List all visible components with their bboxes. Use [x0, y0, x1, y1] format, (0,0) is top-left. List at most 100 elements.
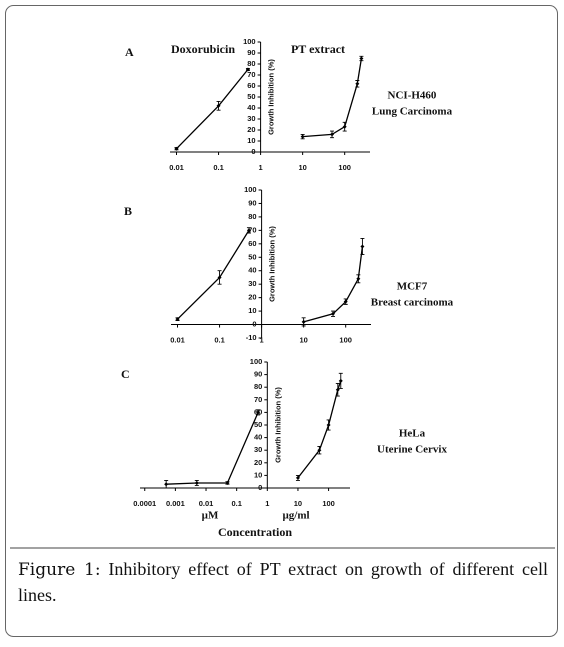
y-tick-label: 90	[247, 48, 255, 57]
y-tick-label: 50	[254, 420, 262, 429]
y-tick-label: 30	[254, 445, 262, 454]
x-tick-label: 10	[298, 163, 306, 172]
data-point	[317, 448, 322, 453]
series-line	[303, 246, 364, 323]
y-tick-label: 90	[248, 198, 256, 207]
x-tick-label: 0.01	[170, 336, 185, 345]
caption-text: Inhibitory effect of PT extract on growt…	[18, 559, 548, 605]
y-tick-label: 50	[248, 252, 256, 261]
y-tick-label: 60	[248, 239, 256, 248]
y-tick-label: 100	[250, 357, 263, 366]
data-point	[355, 81, 360, 86]
y-tick-label: 70	[254, 395, 262, 404]
series-line	[302, 58, 363, 138]
y-tick-label: 90	[254, 370, 262, 379]
x-tick-label: 10	[294, 499, 302, 508]
panel-label: C	[121, 367, 130, 381]
y-tick-label: 0	[258, 483, 262, 492]
y-tick-label: 80	[254, 382, 262, 391]
y-tick-label: 0	[251, 147, 255, 156]
series-name: PT extract	[291, 42, 345, 56]
panel-label: B	[124, 204, 132, 218]
y-tick-label: 10	[248, 306, 256, 315]
y-axis-label: Growth Inhibition (%)	[268, 226, 277, 302]
y-tick-label: 70	[247, 70, 255, 79]
y-tick-label: 10	[254, 470, 262, 479]
data-point	[175, 317, 180, 322]
annotation: Uterine Cervix	[377, 444, 447, 456]
y-tick-label: 30	[248, 279, 256, 288]
x-tick-label: 1	[265, 499, 269, 508]
data-point	[217, 275, 222, 280]
x-tick-label: 0.01	[169, 163, 184, 172]
series-line	[177, 230, 250, 320]
x-axis-label: Concentration	[218, 525, 292, 539]
x-tick-label: 1	[260, 336, 264, 345]
data-point	[174, 146, 179, 151]
y-tick-label: -10	[246, 333, 257, 342]
y-tick-label: 0	[252, 320, 256, 329]
y-tick-label: 20	[247, 125, 255, 134]
data-point	[225, 480, 230, 485]
data-point	[338, 378, 343, 383]
annotation: Lung Carcinoma	[372, 106, 453, 118]
data-point	[326, 423, 331, 427]
data-point	[245, 67, 250, 72]
x-tick-label: 0.1	[213, 163, 223, 172]
y-tick-label: 100	[243, 37, 256, 46]
series-line	[166, 412, 259, 485]
annotation: Breast carcinoma	[371, 297, 454, 309]
data-point	[331, 311, 336, 316]
x-tick-label: 100	[322, 499, 335, 508]
data-point	[246, 228, 251, 233]
y-tick-label: 80	[247, 59, 255, 68]
series-line	[176, 69, 249, 150]
x-tick-label: 0.01	[199, 499, 214, 508]
y-tick-label: 40	[247, 103, 255, 112]
x-tick-label: 0.1	[214, 336, 224, 345]
data-point	[360, 244, 365, 249]
x-tick-label: 100	[338, 163, 351, 172]
data-point	[194, 480, 199, 485]
y-tick-label: 40	[248, 266, 256, 275]
y-tick-label: 40	[254, 433, 262, 442]
series-line	[297, 380, 342, 479]
annotation: HeLa	[399, 428, 426, 440]
y-axis-label: Growth Inhibition (%)	[273, 387, 282, 463]
x-tick-label: 0.0001	[133, 499, 156, 508]
y-tick-label: 100	[244, 185, 257, 194]
y-tick-label: 10	[247, 136, 255, 145]
annotation: MCF7	[397, 281, 428, 293]
series-name: Doxorubicin	[171, 42, 235, 56]
data-point	[330, 132, 335, 137]
panel-label: A	[125, 45, 134, 59]
y-tick-label: 30	[247, 114, 255, 123]
x-tick-label: 100	[339, 336, 352, 345]
x-tick-label: 0.001	[166, 499, 185, 508]
x-tick-label: 10	[299, 336, 307, 345]
y-tick-label: 80	[248, 212, 256, 221]
y-tick-label: 20	[254, 458, 262, 467]
y-tick-label: 70	[248, 225, 256, 234]
data-point	[300, 134, 305, 139]
data-point	[164, 482, 169, 487]
annotation: NCI-H460	[388, 90, 437, 102]
y-tick-label: 20	[248, 293, 256, 302]
y-axis-label: Growth Inhibition (%)	[267, 59, 276, 135]
unit-label: µM	[202, 510, 219, 522]
data-point	[216, 103, 221, 108]
unit-label: µg/ml	[282, 510, 309, 522]
data-point	[301, 319, 306, 324]
data-point	[295, 475, 300, 480]
data-point	[343, 299, 348, 304]
y-tick-label: 60	[247, 81, 255, 90]
data-point	[359, 56, 364, 61]
x-tick-label: 1	[259, 163, 263, 172]
data-point	[356, 276, 361, 281]
x-tick-label: 0.1	[231, 499, 241, 508]
caption: Figure 1: Inhibitory effect of PT extrac…	[18, 557, 548, 608]
figure-border	[5, 5, 558, 637]
caption-label: Figure 1:	[18, 560, 101, 580]
